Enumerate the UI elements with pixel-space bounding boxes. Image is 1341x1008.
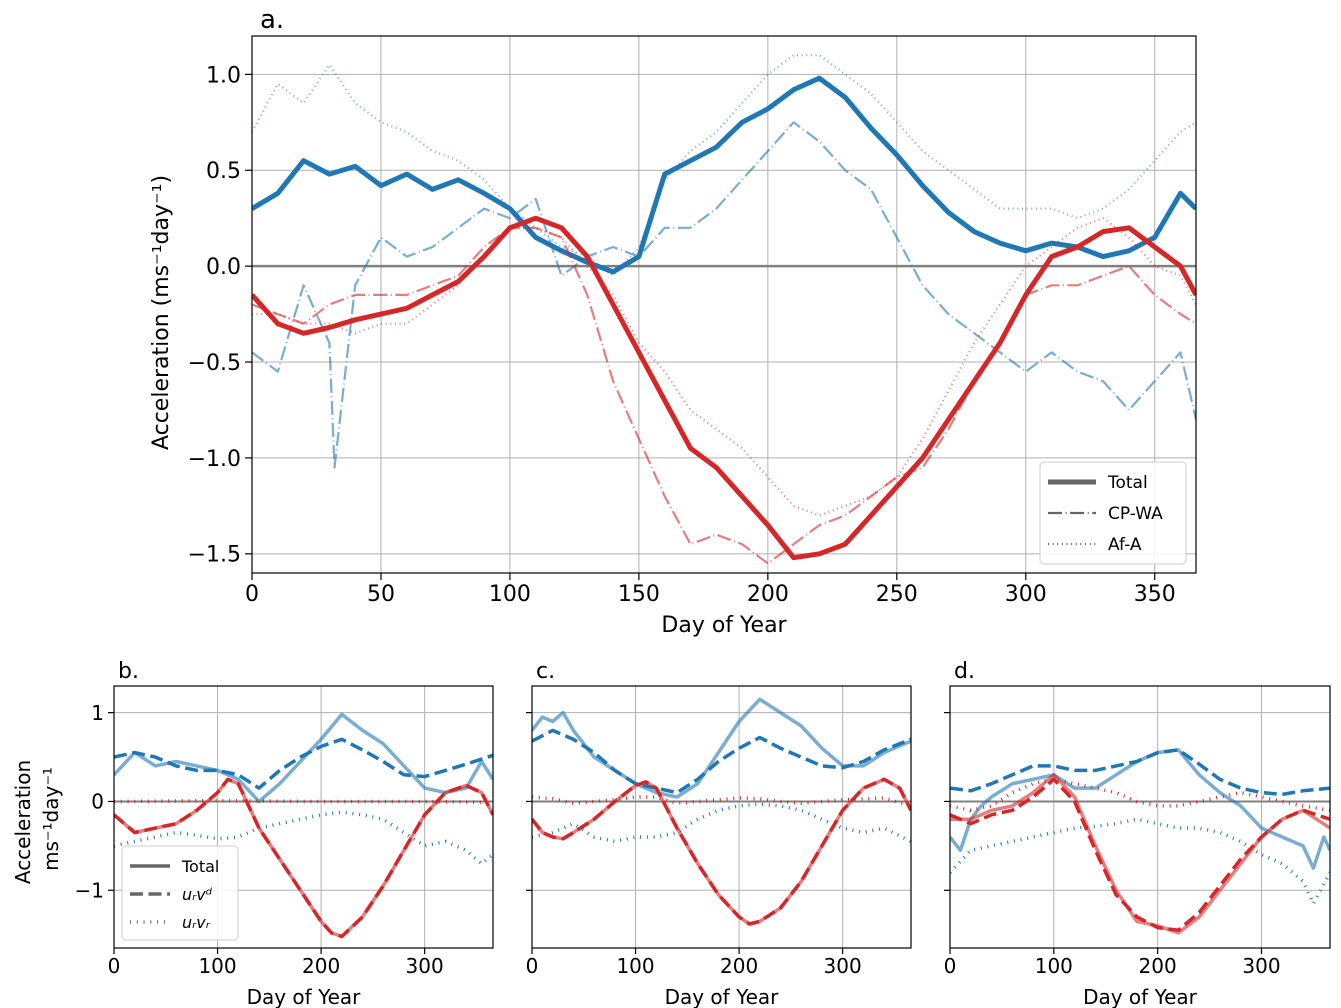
- y-tick-label: 1.0: [206, 63, 241, 88]
- x-tick-label: 250: [876, 582, 918, 607]
- x-tick-label: 0: [944, 954, 957, 978]
- panel-label: d.: [954, 659, 975, 684]
- y-tick-label: 1: [91, 701, 104, 725]
- series-line-blue-dotted: [950, 817, 1330, 906]
- y-axis-label-line2: ms⁻¹day⁻¹: [39, 767, 63, 871]
- x-tick-label: 200: [1139, 954, 1177, 978]
- series-line-blue-solid: [114, 712, 493, 804]
- legend-box: [121, 845, 239, 941]
- panel-label: a.: [260, 5, 284, 35]
- y-tick-label: −0.5: [188, 351, 241, 376]
- x-tick-label: 300: [1005, 582, 1047, 607]
- x-tick-label: 100: [1035, 954, 1073, 978]
- x-tick-label: 200: [747, 582, 789, 607]
- panel-c: 0 100 200 300 c. Day of Year: [526, 659, 912, 1008]
- y-axis-label: Acceleration (ms⁻¹day⁻¹): [149, 175, 174, 450]
- y-tick-label: 0.5: [206, 159, 241, 184]
- series-line-red-dashed: [114, 777, 493, 939]
- x-axis-label: Day of Year: [665, 985, 780, 1008]
- x-tick-label: 50: [367, 582, 395, 607]
- series-line-blue-dashed: [114, 737, 493, 790]
- series-line-red-dotted: [950, 777, 1330, 813]
- series-line-blue-solid: [950, 748, 1330, 870]
- series-line-blue-solid: [252, 75, 1196, 275]
- series-group: [252, 54, 1196, 565]
- y-tick-label: 0.0: [206, 255, 241, 280]
- x-tick-label: 200: [302, 954, 340, 978]
- series-line-blue-dashed: [532, 728, 911, 795]
- series-group: [950, 748, 1330, 935]
- x-tick-label: 350: [1134, 582, 1176, 607]
- series-line-blue-dashed: [950, 748, 1330, 797]
- legend: Total uᵣvᵈ uᵣvᵣ: [121, 845, 239, 941]
- y-tick-label: −1.5: [188, 543, 241, 568]
- y-tick-label: −1.0: [188, 447, 241, 472]
- x-tick-label: 300: [1242, 954, 1280, 978]
- series-line-blue-dashdot: [252, 121, 1196, 469]
- x-tick-label: 100: [198, 954, 236, 978]
- x-tick-label: 300: [824, 954, 862, 978]
- series-line-red-solid: [252, 215, 1196, 561]
- legend-label: Total: [1107, 473, 1148, 493]
- y-axis-label: Acceleration: [11, 760, 35, 884]
- x-tick-label: 0: [108, 954, 121, 978]
- y-tick-label: −1: [75, 878, 104, 902]
- axes-frame: [251, 35, 1197, 574]
- x-tick-label: 0: [245, 582, 259, 607]
- series-line-blue-dotted: [532, 802, 911, 844]
- x-axis-label: Day of Year: [247, 985, 362, 1008]
- panel-a: 0 50 100 150 200 250 300 350 −1.5 −1.0 −0.5 0.0 0.5 1…: [149, 5, 1197, 638]
- series-line-red-dotted: [252, 217, 1196, 517]
- legend: Total CP-WA Af-A: [1039, 461, 1187, 565]
- x-tick-label: 100: [616, 954, 654, 978]
- panel-b: 0 100 200 300 −1 0 1 b. Day of Year Acceleration m…: [11, 659, 494, 1008]
- x-tick-label: 300: [406, 954, 444, 978]
- series-line-red-dashed: [950, 777, 1330, 932]
- x-axis-label: Day of Year: [1083, 985, 1198, 1008]
- legend-label: uᵣvᵈ: [182, 885, 213, 904]
- series-line-red-dashdot: [252, 226, 1196, 565]
- x-axis-label: Day of Year: [661, 613, 787, 638]
- legend-label: Af-A: [1108, 535, 1142, 555]
- axes-frame: [531, 685, 912, 949]
- y-tick-label: 0: [91, 790, 104, 814]
- series-group: [532, 697, 911, 926]
- legend-label: Total: [181, 857, 219, 876]
- axes-frame: [113, 685, 494, 949]
- series-group: [114, 712, 493, 939]
- panel-label: c.: [536, 659, 555, 684]
- series-line-red-solid: [950, 773, 1330, 935]
- panel-label: b.: [118, 659, 139, 684]
- series-line-red-dashed: [532, 777, 911, 926]
- series-line-blue-solid: [532, 697, 911, 799]
- legend-box: [1039, 461, 1187, 565]
- x-tick-label: 100: [489, 582, 531, 607]
- legend-label: CP-WA: [1108, 504, 1163, 524]
- x-tick-label: 150: [618, 582, 660, 607]
- panel-d: 0 100 200 300 d. Day of Year: [944, 659, 1331, 1008]
- axes-frame: [949, 685, 1331, 949]
- x-tick-label: 200: [720, 954, 758, 978]
- x-tick-label: 0: [526, 954, 539, 978]
- legend-label: uᵣvᵣ: [182, 913, 211, 932]
